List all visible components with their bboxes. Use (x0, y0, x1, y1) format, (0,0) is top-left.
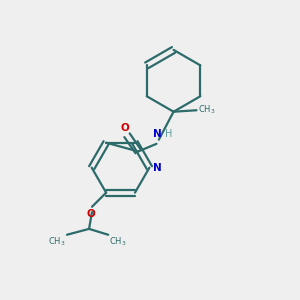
Text: CH$_3$: CH$_3$ (198, 103, 215, 116)
Text: CH$_3$: CH$_3$ (110, 236, 127, 248)
Text: CH$_3$: CH$_3$ (48, 236, 66, 248)
Text: N: N (153, 163, 162, 173)
Text: N: N (153, 129, 162, 139)
Text: H: H (165, 129, 173, 140)
Text: O: O (86, 208, 95, 219)
Text: O: O (121, 123, 130, 133)
